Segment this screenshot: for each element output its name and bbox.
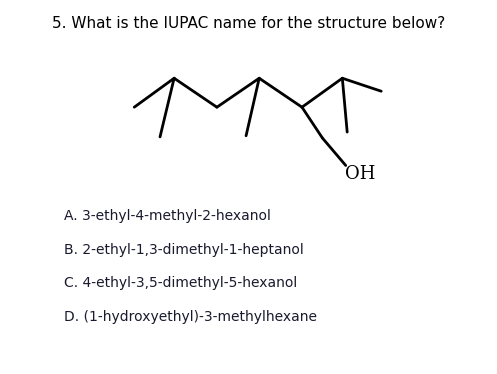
Text: A. 3-ethyl-4-methyl-2-hexanol: A. 3-ethyl-4-methyl-2-hexanol bbox=[64, 209, 271, 223]
Text: C. 4-ethyl-3,5-dimethyl-5-hexanol: C. 4-ethyl-3,5-dimethyl-5-hexanol bbox=[64, 276, 297, 290]
Text: OH: OH bbox=[345, 165, 376, 183]
Text: B. 2-ethyl-1,3-dimethyl-1-heptanol: B. 2-ethyl-1,3-dimethyl-1-heptanol bbox=[64, 243, 304, 257]
Text: 5. What is the IUPAC name for the structure below?: 5. What is the IUPAC name for the struct… bbox=[52, 16, 445, 31]
Text: D. (1-hydroxyethyl)-3-methylhexane: D. (1-hydroxyethyl)-3-methylhexane bbox=[64, 310, 317, 324]
